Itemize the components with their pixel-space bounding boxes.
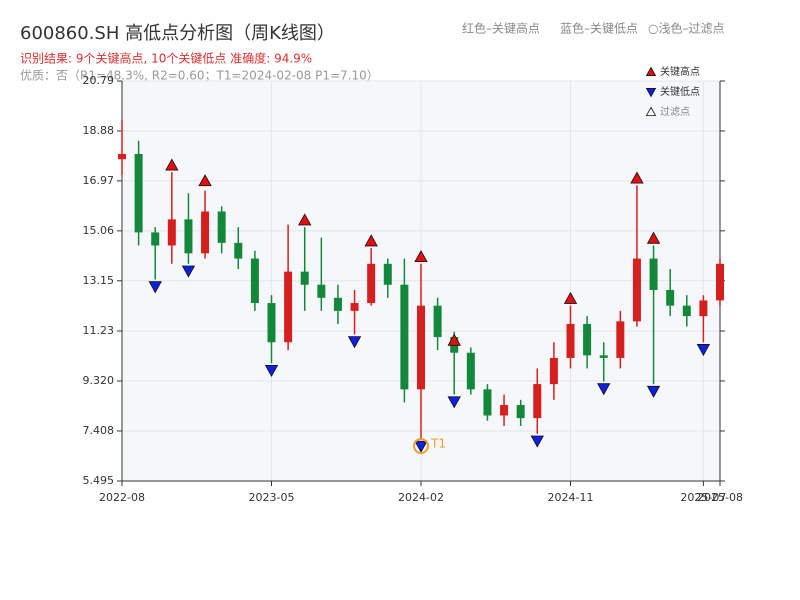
candle-body	[217, 211, 226, 243]
key-point	[198, 174, 212, 187]
candle-body	[649, 258, 658, 290]
candle-body	[716, 263, 724, 301]
y-tick-label: 13.15	[83, 274, 115, 287]
candle-body	[184, 219, 193, 254]
candle-body	[267, 303, 276, 343]
legend-marker	[645, 88, 657, 98]
candle-body	[350, 303, 359, 311]
key-point	[696, 344, 711, 357]
candle-body	[666, 289, 675, 306]
candle-body	[333, 297, 342, 311]
x-tick-label: 2024-02	[398, 491, 444, 504]
key-point	[264, 364, 279, 378]
legend-label: 关键高点	[660, 65, 700, 78]
key-point	[447, 333, 461, 346]
candle-body	[367, 263, 376, 304]
key-point	[563, 291, 578, 304]
candle-body	[317, 284, 326, 298]
x-tick-label: 2023-05	[249, 491, 295, 504]
candle-body	[151, 232, 160, 246]
candle-body	[616, 321, 625, 358]
annotation-label: T1	[430, 437, 446, 451]
candle-body	[699, 300, 708, 317]
y-tick-label: 11.23	[83, 324, 115, 337]
note: 优质：否（R1=48.3%, R2=0.60；T1=2024-02-08 P1=…	[20, 69, 379, 83]
candle-body	[134, 153, 143, 233]
legend-note: ○浅色–过滤点	[648, 22, 724, 36]
key-point	[597, 383, 611, 396]
legend-note: 红色–关键高点	[462, 21, 540, 36]
key-point	[165, 158, 179, 171]
y-tick-label: 9.320	[83, 374, 115, 387]
candle-body	[599, 355, 608, 358]
key-point	[298, 213, 312, 226]
y-tick-label: 15.06	[83, 224, 115, 237]
candle-body	[167, 219, 176, 246]
candle-body	[516, 405, 525, 419]
candle-body	[632, 258, 641, 322]
candle-body	[118, 153, 126, 160]
key-point	[646, 385, 661, 398]
candle-body	[583, 323, 592, 356]
key-point	[447, 396, 461, 409]
legend-label: 过滤点	[660, 105, 690, 118]
x-tick-label: 2025-07	[680, 491, 726, 504]
y-tick-label: 7.408	[83, 424, 115, 437]
candle-body	[284, 271, 293, 343]
legend-marker	[645, 66, 657, 76]
candle-body	[383, 263, 392, 285]
y-tick-label: 18.88	[83, 124, 115, 137]
x-tick-label: 2022-08	[99, 491, 145, 504]
candle-body	[500, 405, 509, 416]
key-point	[530, 435, 544, 448]
y-tick-label: 20.79	[83, 74, 115, 87]
legend-note: 蓝色–关键低点	[560, 22, 638, 36]
candle-body	[682, 305, 691, 317]
key-point	[646, 231, 661, 244]
candle-body	[234, 242, 243, 259]
key-point	[347, 336, 362, 349]
x-tick-label: 2025-08	[697, 491, 743, 504]
candle-body	[250, 258, 259, 304]
candle-body	[400, 284, 409, 390]
candle-body	[483, 389, 492, 416]
y-tick-label: 5.495	[83, 474, 115, 487]
key-point	[414, 249, 428, 263]
annotation-marker	[413, 438, 429, 455]
candle-body	[201, 211, 210, 254]
key-point	[181, 265, 196, 278]
legend-label: 关键低点	[660, 85, 700, 98]
x-tick-label: 2024-11	[548, 491, 594, 504]
candle-body	[417, 305, 425, 390]
key-point	[414, 440, 428, 453]
candle-body	[533, 384, 542, 419]
key-point	[630, 171, 644, 184]
candle-body	[433, 305, 442, 338]
y-tick-label: 16.97	[83, 174, 115, 187]
legend-marker	[645, 106, 657, 116]
subtitle: 识别结果: 9个关键高点, 10个关键低点 准确度: 94.9%	[20, 51, 312, 66]
chart-title: 600860.SH 高低点分析图（周K线图）	[20, 23, 335, 44]
candle-body	[466, 352, 475, 390]
key-point	[148, 281, 162, 294]
candle-body	[566, 323, 575, 358]
candle-body	[549, 357, 558, 385]
key-point	[364, 234, 378, 247]
candle-body	[300, 271, 309, 285]
